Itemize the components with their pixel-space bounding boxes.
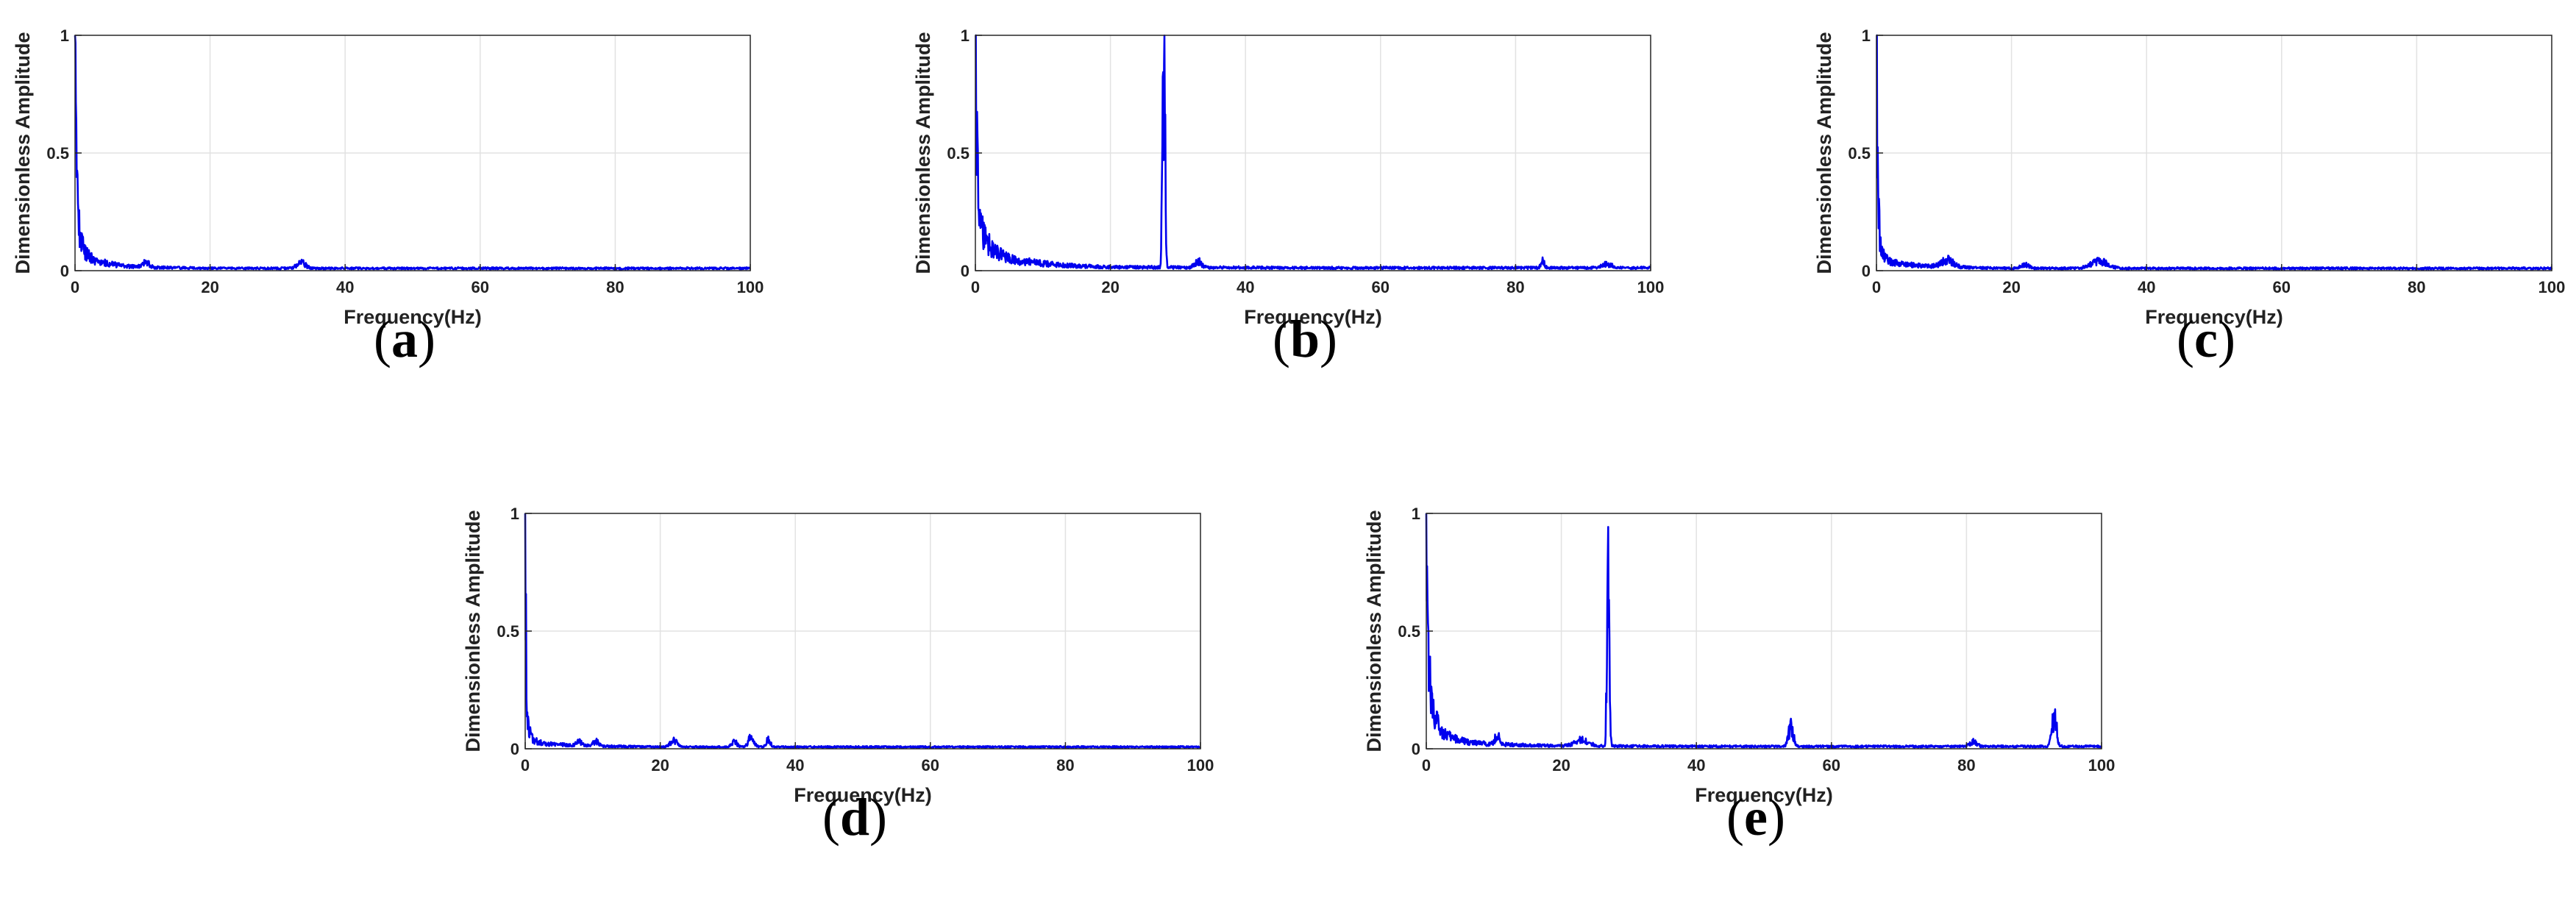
spectrum-line <box>74 35 752 271</box>
chart-panel-e: 0 20 40 60 80 100 0 0.5 1 Frequency(Hz) Dimensionl… <box>1351 478 2160 890</box>
x-tick-label: 40 <box>2138 278 2155 296</box>
y-tick-label: 1 <box>60 26 69 45</box>
x-tick-label: 20 <box>651 756 669 775</box>
x-tick-label: 20 <box>1101 278 1119 296</box>
y-axis-title: Dimensionless Amplitude <box>912 32 934 274</box>
chart-panel-a: 0 20 40 60 80 100 0 0.5 1 Frequency(Hz) Dimensionl… <box>0 0 809 412</box>
y-axis-title: Dimensionless Amplitude <box>12 32 34 274</box>
x-tick-label: 100 <box>1637 278 1665 296</box>
y-tick-label: 1 <box>510 505 519 523</box>
chart-panel-d: 0 20 40 60 80 100 0 0.5 1 Frequency(Hz) Dimensionl… <box>450 478 1259 890</box>
x-tick-label: 60 <box>2273 278 2291 296</box>
caption-c: (c) <box>2177 310 2235 369</box>
y-tick-label: 0.5 <box>1848 144 1871 163</box>
x-tick-label: 60 <box>1372 278 1390 296</box>
caption-d: (d) <box>822 788 887 847</box>
y-tick-label: 0.5 <box>497 622 519 641</box>
x-tick-label: 0 <box>521 756 530 775</box>
spectrum-chart-e: 0 20 40 60 80 100 0 0.5 1 Frequency(Hz) Dimensionl… <box>1363 505 2116 806</box>
x-axis-title: Frequency(Hz) <box>2145 306 2283 328</box>
x-tick-label: 0 <box>1872 278 1881 296</box>
caption-letter-e: e <box>1744 788 1768 847</box>
spectrum-chart-d: 0 20 40 60 80 100 0 0.5 1 Frequency(Hz) Dimensionl… <box>462 505 1214 806</box>
y-tick-label: 0.5 <box>947 144 969 163</box>
x-axis-title: Frequency(Hz) <box>794 784 932 806</box>
x-tick-label: 20 <box>2002 278 2020 296</box>
y-tick-label: 0 <box>60 262 69 280</box>
x-tick-label: 40 <box>1237 278 1254 296</box>
x-tick-label: 20 <box>1552 756 1570 775</box>
x-tick-label: 100 <box>1187 756 1214 775</box>
spectrum-chart-c: 0 20 40 60 80 100 0 0.5 1 Frequency(Hz) Dimensionl… <box>1813 26 2566 328</box>
x-tick-label: 60 <box>1823 756 1840 775</box>
spectrum-line <box>975 34 1651 271</box>
spectrum-chart-a: 0 20 40 60 80 100 0 0.5 1 Frequency(Hz) Dimensionl… <box>12 26 764 328</box>
x-tick-label: 80 <box>1957 756 1975 775</box>
x-tick-label: 100 <box>2538 278 2566 296</box>
y-axis-title: Dimensionless Amplitude <box>462 510 484 752</box>
caption-letter-c: c <box>2194 310 2218 369</box>
caption-b: (b) <box>1272 310 1337 369</box>
chart-panel-c: 0 20 40 60 80 100 0 0.5 1 Frequency(Hz) Dimensionl… <box>1801 0 2576 412</box>
x-tick-label: 80 <box>1056 756 1074 775</box>
x-tick-label: 60 <box>922 756 939 775</box>
spectrum-line <box>524 513 1201 749</box>
x-tick-label: 100 <box>2088 756 2116 775</box>
y-tick-label: 0 <box>1862 262 1871 280</box>
chart-panel-b: 0 20 40 60 80 100 0 0.5 1 Frequency(Hz) Dimensionl… <box>900 0 1709 412</box>
caption-e: (e) <box>1726 788 1785 847</box>
spectrum-chart-b: 0 20 40 60 80 100 0 0.5 1 Frequency(Hz) Dimensionl… <box>912 26 1665 328</box>
x-tick-label: 0 <box>971 278 980 296</box>
y-tick-label: 0.5 <box>46 144 69 163</box>
y-tick-label: 0 <box>510 740 519 758</box>
y-tick-label: 0 <box>1412 740 1420 758</box>
y-tick-label: 0 <box>961 262 969 280</box>
x-tick-label: 40 <box>1687 756 1705 775</box>
y-tick-label: 1 <box>961 26 969 45</box>
y-tick-label: 1 <box>1862 26 1871 45</box>
x-tick-label: 80 <box>2408 278 2425 296</box>
x-tick-label: 0 <box>1422 756 1431 775</box>
x-tick-label: 80 <box>606 278 624 296</box>
caption-a: (a) <box>374 310 435 369</box>
x-axis-title: Frequency(Hz) <box>1244 306 1382 328</box>
spectrum-line <box>1876 34 2553 271</box>
y-axis-title: Dimensionless Amplitude <box>1813 32 1835 274</box>
caption-letter-b: b <box>1289 310 1320 369</box>
x-tick-label: 20 <box>201 278 218 296</box>
x-tick-label: 40 <box>336 278 354 296</box>
y-tick-label: 1 <box>1412 505 1420 523</box>
x-tick-label: 0 <box>71 278 79 296</box>
spectrum-line <box>1425 513 2103 749</box>
caption-letter-a: a <box>391 310 418 369</box>
x-tick-label: 60 <box>472 278 489 296</box>
y-tick-label: 0.5 <box>1398 622 1420 641</box>
x-tick-label: 40 <box>786 756 804 775</box>
x-axis-title: Frequency(Hz) <box>1695 784 1833 806</box>
x-axis-title: Frequency(Hz) <box>344 306 482 328</box>
x-tick-label: 80 <box>1506 278 1524 296</box>
y-axis-title: Dimensionless Amplitude <box>1363 510 1385 752</box>
caption-letter-d: d <box>839 788 870 847</box>
x-tick-label: 100 <box>737 278 764 296</box>
